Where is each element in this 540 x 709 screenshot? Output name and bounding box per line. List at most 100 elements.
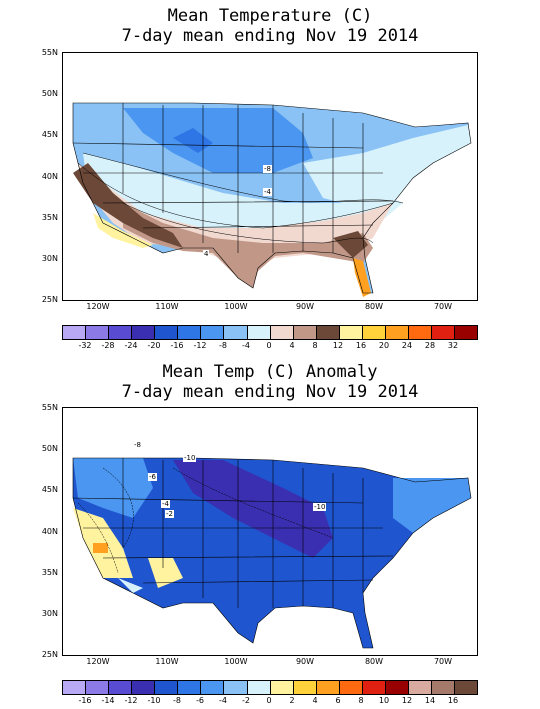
scale-swatch (63, 326, 87, 339)
map1-title-line2: 7-day mean ending Nov 19 2014 (121, 26, 419, 46)
scale-label: 16 (447, 696, 459, 705)
map2-lat-label: 40N (41, 527, 58, 536)
map1-color-scale (62, 325, 478, 340)
scale-swatch (455, 326, 478, 339)
scale-label: 8 (312, 341, 318, 350)
map1-lon-label: 90W (295, 302, 315, 311)
map1-contours (72, 102, 472, 297)
scale-label: 8 (358, 696, 364, 705)
map2-contour-tag: -2 (165, 510, 174, 518)
map2-lon-label: 80W (364, 657, 384, 666)
map2-title-line1: Mean Temp (C) Anomaly (162, 362, 378, 382)
map2-contour-tag: -8 (133, 441, 142, 449)
scale-label: 12 (332, 341, 344, 350)
scale-swatch (432, 681, 456, 694)
scale-label: 16 (355, 341, 367, 350)
map1-title-line1: Mean Temperature (C) (167, 6, 373, 26)
scale-swatch (155, 326, 179, 339)
scale-swatch (316, 681, 340, 694)
map2-anomaly-map: -8 -10 -6 -4 -2 -10 (62, 407, 478, 656)
map1-lat-label: 40N (41, 172, 58, 181)
scale-label: -32 (78, 341, 92, 350)
scale-swatch (408, 681, 432, 694)
map2-lat-label: 30N (41, 609, 58, 618)
scale-label: -8 (219, 341, 227, 350)
map2-lon-label: 70W (433, 657, 453, 666)
map2-lat-label: 45N (41, 485, 58, 494)
scale-label: -8 (173, 696, 181, 705)
scale-swatch (385, 326, 409, 339)
scale-label: -14 (101, 696, 115, 705)
scale-label: 2 (289, 696, 295, 705)
scale-label: 4 (289, 341, 295, 350)
scale-label: -20 (147, 341, 161, 350)
scale-label: -16 (78, 696, 92, 705)
map1-lon-label: 70W (433, 302, 453, 311)
scale-swatch (132, 681, 156, 694)
scale-swatch (385, 681, 409, 694)
map2-lat-label: 55N (41, 403, 58, 412)
map2-lon-label: 100W (224, 657, 248, 666)
map1-lon-label: 80W (364, 302, 384, 311)
map1-lat-label: 30N (41, 254, 58, 263)
map1-lon-label: 100W (224, 302, 248, 311)
scale-swatch (432, 326, 456, 339)
map2-lat-label: 35N (41, 568, 58, 577)
scale-swatch (224, 681, 248, 694)
scale-label: 14 (424, 696, 436, 705)
scale-label: 24 (401, 341, 413, 350)
map2-contours (72, 457, 472, 649)
map2-lat-label: 50N (41, 444, 58, 453)
scale-swatch (201, 681, 225, 694)
scale-swatch (178, 681, 202, 694)
scale-swatch (201, 326, 225, 339)
map2-lon-label: 90W (295, 657, 315, 666)
scale-swatch (293, 326, 317, 339)
scale-swatch (455, 681, 478, 694)
map1-contour-tag: -8 (263, 165, 272, 173)
scale-swatch (109, 326, 133, 339)
scale-swatch (63, 681, 87, 694)
scale-label: -2 (242, 696, 250, 705)
map1-lat-label: 35N (41, 213, 58, 222)
scale-label: 12 (401, 696, 413, 705)
scale-label: -12 (124, 696, 138, 705)
map1-lat-label: 45N (41, 130, 58, 139)
scale-swatch (408, 326, 432, 339)
map1-lat-label: 55N (41, 48, 58, 57)
scale-swatch (178, 326, 202, 339)
scale-label: -4 (219, 696, 227, 705)
scale-label: 0 (266, 696, 272, 705)
scale-swatch (86, 681, 110, 694)
scale-swatch (316, 326, 340, 339)
scale-swatch (247, 326, 271, 339)
scale-label: 4 (312, 696, 318, 705)
scale-swatch (339, 326, 363, 339)
scale-label: 20 (378, 341, 390, 350)
map1-lon-label: 120W (86, 302, 110, 311)
map2-contour-tag: -4 (161, 500, 170, 508)
map1-temperature-map: -8 -4 4 (62, 52, 478, 301)
scale-swatch (339, 681, 363, 694)
scale-swatch (362, 681, 386, 694)
scale-label: 32 (447, 341, 459, 350)
scale-swatch (270, 681, 294, 694)
scale-label: -16 (170, 341, 184, 350)
scale-label: 10 (378, 696, 390, 705)
scale-swatch (155, 681, 179, 694)
scale-label: 0 (266, 341, 272, 350)
map2-contour-tag: -10 (183, 454, 197, 462)
scale-label: -4 (242, 341, 250, 350)
map1-contour-tag: 4 (203, 250, 210, 258)
map1-contour-tag: -4 (263, 188, 272, 196)
map2-lon-label: 110W (155, 657, 179, 666)
scale-swatch (270, 326, 294, 339)
scale-label: 6 (335, 696, 341, 705)
scale-swatch (247, 681, 271, 694)
map2-contour-tag: -6 (148, 473, 157, 481)
scale-swatch (86, 326, 110, 339)
map1-lat-label: 25N (41, 295, 58, 304)
scale-swatch (224, 326, 248, 339)
scale-swatch (362, 326, 386, 339)
map2-contour-tag: -10 (313, 503, 327, 511)
